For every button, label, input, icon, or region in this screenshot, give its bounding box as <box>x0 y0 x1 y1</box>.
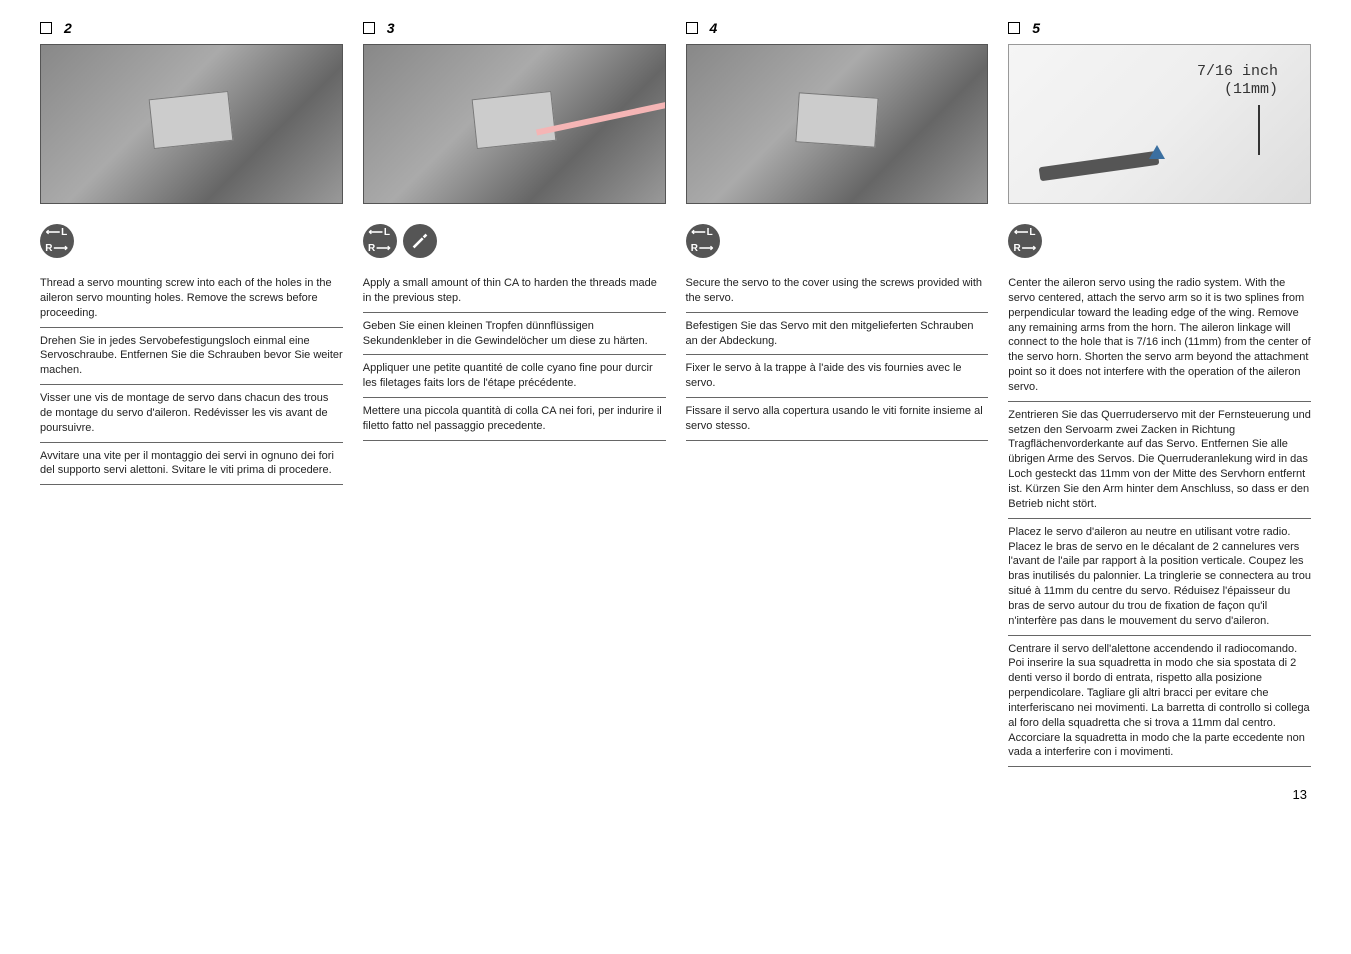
instruction-page: 2 ⟵LR⟶ Thread a servo mounting screw int… <box>40 20 1311 767</box>
step-4-text-de: Befestigen Sie das Servo mit den mitgeli… <box>686 313 989 356</box>
step-5-photo: 7/16 inch (11mm) <box>1008 44 1311 204</box>
step-3-icons: ⟵LR⟶ <box>363 224 666 258</box>
step-2-text-it: Avvitare una vite per il montaggio dei s… <box>40 443 343 486</box>
step-4-photo <box>686 44 989 204</box>
step-3-checkbox-icon <box>363 22 375 34</box>
left-right-icon: ⟵LR⟶ <box>40 224 74 258</box>
measurement-mm: (11mm) <box>1197 81 1278 99</box>
left-right-icon: ⟵LR⟶ <box>363 224 397 258</box>
step-3-text-de: Geben Sie einen kleinen Tropfen dünnflüs… <box>363 313 666 356</box>
step-2-header: 2 <box>40 20 343 36</box>
step-3-text-it: Mettere una piccola quantità di colla CA… <box>363 398 666 441</box>
step-4-column: 4 ⟵LR⟶ Secure the servo to the cover usi… <box>686 20 989 767</box>
step-5-text-fr: Placez le servo d'aileron au neutre en u… <box>1008 519 1311 636</box>
step-3-column: 3 ⟵LR⟶ Apply a small amount of thin CA t… <box>363 20 666 767</box>
step-2-column: 2 ⟵LR⟶ Thread a servo mounting screw int… <box>40 20 343 767</box>
step-number: 5 <box>1032 20 1040 36</box>
step-5-column: 5 7/16 inch (11mm) ⟵LR⟶ Center the ailer… <box>1008 20 1311 767</box>
left-right-icon: ⟵LR⟶ <box>1008 224 1042 258</box>
step-3-text-fr: Appliquer une petite quantité de colle c… <box>363 355 666 398</box>
page-number: 13 <box>40 787 1311 802</box>
step-number: 3 <box>387 20 395 36</box>
step-4-text-fr: Fixer le servo à la trappe à l'aide des … <box>686 355 989 398</box>
step-number: 2 <box>64 20 72 36</box>
step-2-checkbox-icon <box>40 22 52 34</box>
step-4-header: 4 <box>686 20 989 36</box>
step-5-icons: ⟵LR⟶ <box>1008 224 1311 258</box>
step-2-icons: ⟵LR⟶ <box>40 224 343 258</box>
step-5-header: 5 <box>1008 20 1311 36</box>
step-2-photo <box>40 44 343 204</box>
step-2-text-fr: Visser une vis de montage de servo dans … <box>40 385 343 443</box>
step-2-text-de: Drehen Sie in jedes Servobefestigungsloc… <box>40 328 343 386</box>
step-3-header: 3 <box>363 20 666 36</box>
step-5-text-de: Zentrieren Sie das Querruderservo mit de… <box>1008 402 1311 519</box>
step-2-text-en: Thread a servo mounting screw into each … <box>40 270 343 328</box>
step-3-photo <box>363 44 666 204</box>
measurement-label: 7/16 inch (11mm) <box>1197 63 1278 99</box>
step-4-icons: ⟵LR⟶ <box>686 224 989 258</box>
step-3-text-en: Apply a small amount of thin CA to harde… <box>363 270 666 313</box>
step-4-text-it: Fissare il servo alla copertura usando l… <box>686 398 989 441</box>
step-4-checkbox-icon <box>686 22 698 34</box>
step-5-text-en: Center the aileron servo using the radio… <box>1008 270 1311 402</box>
step-4-text-en: Secure the servo to the cover using the … <box>686 270 989 313</box>
step-5-checkbox-icon <box>1008 22 1020 34</box>
glue-icon <box>403 224 437 258</box>
measurement-inch: 7/16 inch <box>1197 63 1278 81</box>
step-number: 4 <box>710 20 718 36</box>
step-5-text-it: Centrare il servo dell'alettone accenden… <box>1008 636 1311 768</box>
left-right-icon: ⟵LR⟶ <box>686 224 720 258</box>
